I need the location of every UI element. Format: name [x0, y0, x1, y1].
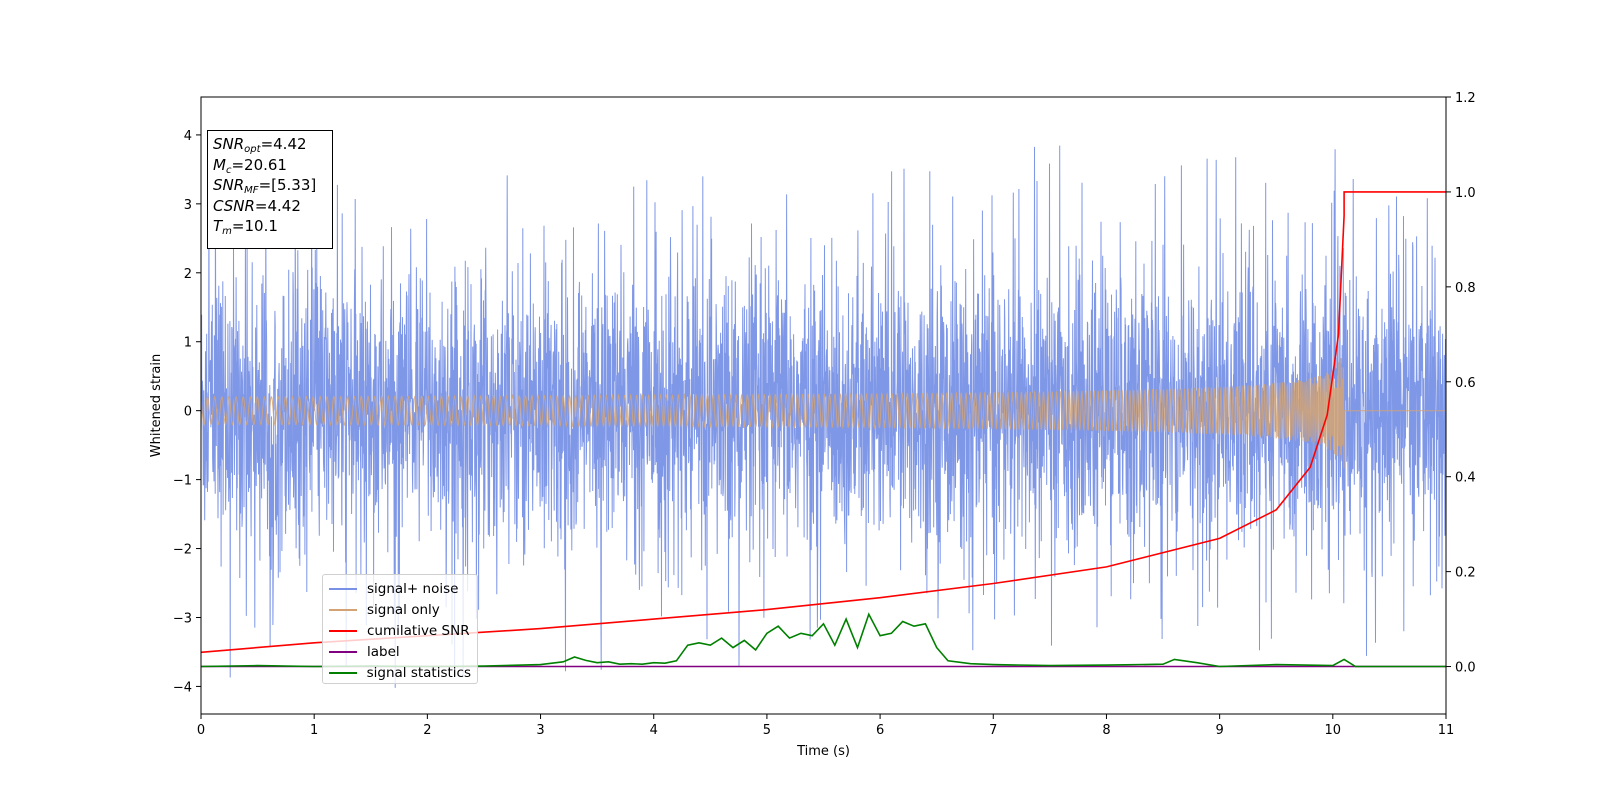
legend-label: signal+ noise: [367, 580, 459, 597]
y-tick-label: −3: [173, 611, 192, 626]
plot-area: [200, 144, 1447, 688]
legend: signal+ noise signal only cumilative SNR…: [322, 574, 478, 684]
legend-label: label: [367, 643, 400, 660]
y-tick-label: −4: [173, 680, 192, 695]
x-tick-label: 4: [650, 723, 658, 738]
legend-label: cumilative SNR: [367, 622, 470, 639]
y2-tick-label: 1.2: [1455, 91, 1476, 106]
x-tick-label: 2: [423, 723, 431, 738]
legend-item-label: label: [329, 641, 471, 662]
x-tick-label: 7: [989, 723, 997, 738]
legend-swatch: [329, 608, 357, 611]
y-tick-label: −1: [173, 474, 192, 489]
x-tick-label: 5: [763, 723, 771, 738]
x-tick-label: 9: [1215, 723, 1223, 738]
y2-tick-label: 0.8: [1455, 281, 1476, 296]
chirp-mass-annotation: Mc=20.61: [213, 155, 287, 176]
csnr-annotation: CSNR=4.42: [213, 196, 301, 215]
x-tick-label: 3: [536, 723, 544, 738]
annotation-box: SNRopt=4.42 Mc=20.61 SNRMF=[5.33] CSNR=4…: [207, 130, 333, 249]
legend-swatch: [329, 587, 357, 590]
series-signal-only-line: [200, 358, 1446, 469]
y-axis-label: Whitened strain: [149, 354, 164, 457]
snr-mf-annotation: SNRMF=[5.33]: [213, 176, 317, 196]
x-tick-label: 0: [197, 723, 205, 738]
x-tick-label: 11: [1438, 723, 1455, 738]
legend-item-signal-only: signal only: [329, 599, 471, 620]
y2-tick-label: 0.2: [1455, 566, 1476, 581]
legend-item-cumulative-snr: cumilative SNR: [329, 620, 471, 641]
legend-item-signal-noise: signal+ noise: [329, 578, 471, 599]
y2-tick-label: 0.4: [1455, 471, 1476, 486]
legend-swatch: [329, 629, 357, 632]
y2-tick-label: 0.0: [1455, 661, 1476, 676]
x-tick-label: 6: [876, 723, 884, 738]
x-tick-label: 1: [310, 723, 318, 738]
y-tick-label: 2: [184, 267, 192, 282]
y-tick-label: 1: [184, 336, 192, 351]
x-tick-label: 8: [1102, 723, 1110, 738]
legend-label: signal statistics: [366, 664, 471, 681]
series-signal-noise-line: [200, 144, 1447, 688]
legend-swatch: [329, 671, 357, 674]
x-tick-label: 10: [1325, 723, 1342, 738]
series-signal-statistics-line: [200, 612, 1446, 668]
legend-swatch: [329, 650, 357, 653]
y-tick-label: 3: [184, 198, 192, 213]
y-tick-label: 0: [184, 405, 192, 420]
y-tick-label: 4: [184, 129, 192, 144]
legend-item-signal-statistics: signal statistics: [329, 662, 471, 683]
merger-time-annotation: Tm=10.1: [213, 217, 278, 237]
snr-opt-annotation: SNRopt=4.42: [213, 135, 307, 155]
y2-tick-label: 0.6: [1455, 376, 1476, 391]
tick-layer: 0 1 2 3 4 5 6 7 8 9 10 11 −4 −3 −2 −1 0 1 2 3 4 0.0 0.2 0.4 0.6 0…: [173, 91, 1476, 738]
x-axis-label: Time (s): [796, 744, 850, 759]
legend-label: signal only: [367, 601, 440, 618]
series-cumulative-snr-line: [200, 191, 1446, 654]
plot-frame: [200, 96, 1447, 715]
y-tick-label: −2: [173, 543, 192, 558]
y2-tick-label: 1.0: [1455, 186, 1476, 201]
